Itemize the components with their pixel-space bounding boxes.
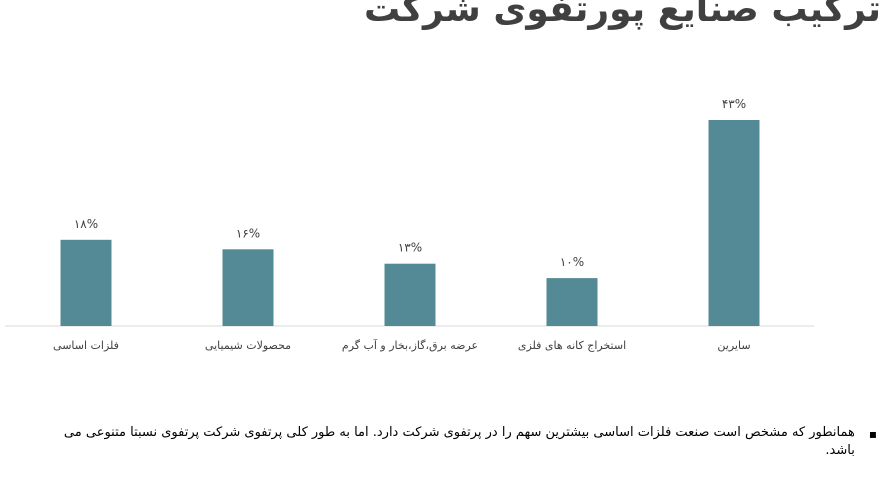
category-tick-label: سایرین (717, 339, 750, 352)
data-label: ۱۳% (398, 241, 422, 255)
summary-text: همانطور که مشخص است صنعت فلزات اساسی بیش… (63, 425, 855, 458)
page-title: ترکیب صنایع پورتفوی شرکت (363, 0, 881, 30)
category-tick-label: عرضه برق،گاز،بخار و آب گرم (342, 338, 478, 352)
bar (384, 263, 436, 326)
data-label: ۱۰% (560, 255, 584, 269)
bar (222, 249, 274, 326)
category-tick-label: فلزات اساسی (53, 339, 119, 352)
summary-bullet: ▪ همانطور که مشخص است صنعت فلزات اساسی ب… (27, 424, 877, 460)
bar (708, 120, 760, 326)
category-tick-label: محصولات شیمیایی (205, 339, 291, 352)
bar-chart: ۱۸% فلزات اساسی ۱۶% محصولات شیمیایی ۱۳% عرضه … (5, 97, 814, 352)
bars-layer: ۱۸% فلزات اساسی ۱۶% محصولات شیمیایی ۱۳% عرضه … (53, 97, 760, 352)
category-tick-label: استخراج کانه های فلزی (518, 339, 626, 352)
data-label: ۴۳% (722, 97, 746, 111)
bullet-marker: ▪ (868, 427, 877, 441)
bar (546, 278, 598, 326)
data-label: ۱۶% (236, 226, 260, 240)
bar (60, 239, 112, 326)
data-label: ۱۸% (74, 217, 98, 231)
